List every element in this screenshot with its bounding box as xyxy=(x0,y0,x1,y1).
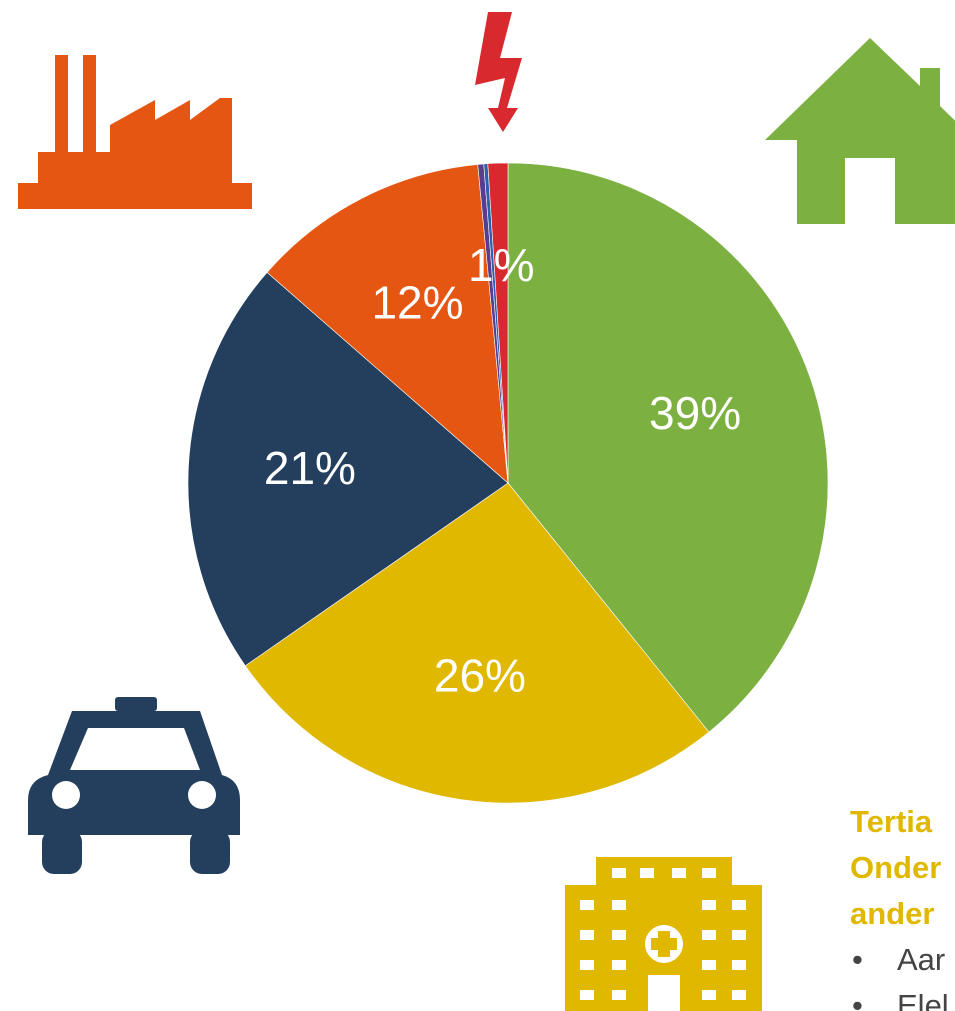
pie-slice xyxy=(507,162,829,733)
slice-label: 1% xyxy=(468,239,534,291)
bullet-dot: • xyxy=(852,988,863,1011)
bullet-dot: • xyxy=(852,942,863,977)
bullet-text: Aar xyxy=(897,942,945,977)
slice-label: 26% xyxy=(434,650,526,702)
pie-slice xyxy=(244,482,710,804)
hospital-icon xyxy=(565,857,762,1011)
pie-slice xyxy=(187,271,509,667)
side-heading: Onder xyxy=(850,850,941,885)
lightning-icon xyxy=(475,12,522,132)
slice-label: 21% xyxy=(264,442,356,494)
side-heading: ander xyxy=(850,896,934,931)
slice-label: 12% xyxy=(371,277,463,329)
factory-icon xyxy=(18,55,252,209)
house-icon xyxy=(765,38,955,224)
pie-slice xyxy=(266,164,509,484)
bullet-text: Elel xyxy=(897,988,949,1011)
side-heading: Tertia xyxy=(850,804,933,839)
slice-label: 39% xyxy=(649,387,741,439)
pie-slice xyxy=(487,162,509,484)
taxi-icon xyxy=(28,697,240,874)
pie: 39% 26% 21% 12%1% xyxy=(187,162,829,804)
